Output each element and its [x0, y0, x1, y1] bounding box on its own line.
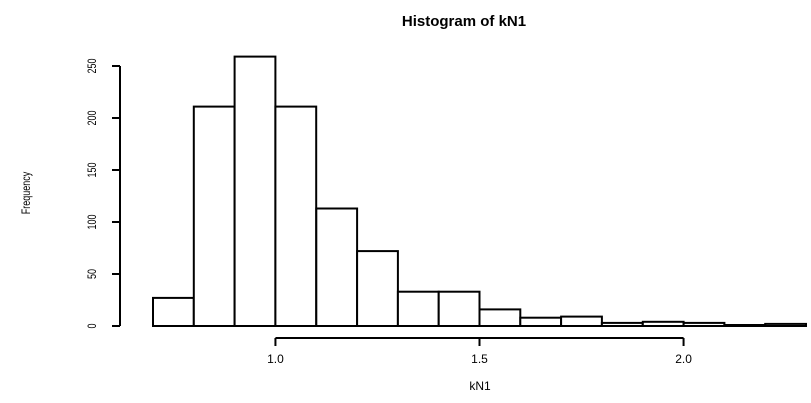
x-axis-label: kN1	[469, 379, 491, 393]
histogram-bar-6	[396, 290, 440, 328]
chart-title: Histogram of kN1	[402, 13, 526, 30]
y-tick-label-1: 50	[86, 269, 100, 279]
histogram-bar-11	[600, 321, 644, 327]
histogram-bar-14	[723, 324, 767, 327]
bars	[152, 55, 808, 328]
histogram-bar-1	[192, 105, 236, 327]
histogram-bar-9	[519, 316, 563, 328]
y-tick-label-5: 250	[86, 58, 100, 73]
x-tick-label-0: 1.0	[267, 352, 284, 366]
histogram-bar-2	[233, 55, 277, 327]
histogram-bar-12	[641, 320, 685, 327]
histogram-bar-10	[560, 315, 603, 328]
histogram-bar-4	[315, 207, 359, 327]
x-tick-label-1: 1.5	[471, 352, 488, 366]
y-tick-label-4: 200	[86, 110, 100, 125]
x-tick-label-2: 2.0	[675, 352, 692, 366]
histogram-bar-0	[152, 296, 195, 327]
histogram-bar-7	[437, 290, 481, 328]
histogram-bar-15	[764, 322, 808, 327]
y-axis: 0 50 100 150 200 250	[86, 58, 121, 329]
x-axis: 1.0 1.5 2.0	[267, 337, 692, 366]
histogram-bar-8	[478, 308, 522, 327]
histogram-bar-13	[682, 321, 726, 327]
y-tick-label-0: 0	[86, 323, 100, 328]
y-tick-label-2: 100	[86, 214, 100, 229]
histogram-bar-3	[274, 105, 318, 327]
histogram-bar-5	[356, 250, 399, 328]
y-tick-label-3: 150	[86, 162, 100, 177]
y-axis-label: Frequency	[20, 171, 34, 214]
